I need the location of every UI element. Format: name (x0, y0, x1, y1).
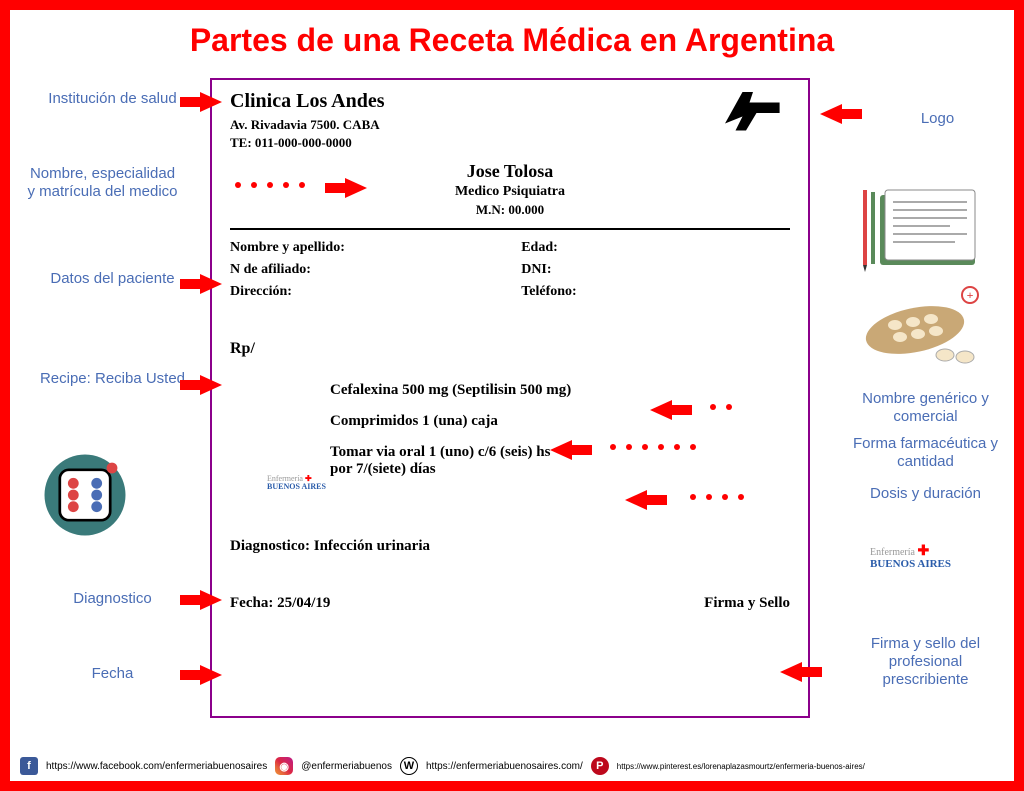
dots-dosis (690, 494, 744, 500)
blister-icon: + (855, 285, 985, 370)
instagram-icon[interactable]: ◉ (275, 757, 293, 775)
medication-form: Comprimidos 1 (una) caja (330, 413, 790, 430)
notebook-icon (855, 180, 985, 275)
label-generico: Nombre genérico y comercial (848, 390, 1003, 426)
wordpress-link[interactable]: https://enfermeriabuenosaires.com/ (426, 761, 583, 772)
pinterest-link[interactable]: https://www.pinterest.es/lorenaplazasmou… (617, 762, 865, 771)
arrow-generico (650, 400, 672, 420)
diagnosis: Diagnostico: Infección urinaria (230, 538, 790, 555)
patient-dni-label: DNI: (521, 262, 790, 278)
patient-name-label: Nombre y apellido: (230, 240, 499, 256)
dots-generico (710, 404, 732, 410)
arrow-diagnostico (200, 590, 222, 610)
footer: f https://www.facebook.com/enfermeriabue… (20, 757, 1004, 775)
patient-direccion-label: Dirección: (230, 284, 499, 300)
patient-afiliado-label: N de afiliado: (230, 262, 499, 278)
label-fecha: Fecha (35, 665, 190, 683)
label-recipe: Recipe: Reciba Usted (35, 370, 190, 388)
instagram-link[interactable]: @enfermeriabuenos (301, 761, 392, 772)
watermark-1: Enfermería ✚ BUENOS AIRES (267, 475, 326, 491)
facebook-link[interactable]: https://www.facebook.com/enfermeriabueno… (46, 761, 267, 772)
label-logo: Logo (860, 110, 1015, 128)
patient-telefono-label: Teléfono: (521, 284, 790, 300)
label-forma: Forma farmacéutica y cantidad (848, 435, 1003, 471)
clinic-tel: TE: 011-000-000-0000 (230, 135, 790, 151)
watermark-2: Enfermería ✚ BUENOS AIRES (870, 545, 951, 570)
arrow-dosis (625, 490, 647, 510)
arrow-recipe (200, 375, 222, 395)
arrow-fecha (200, 665, 222, 685)
pinterest-icon[interactable]: P (591, 757, 609, 775)
clinic-address: Av. Rivadavia 7500. CABA (230, 117, 790, 133)
logo-icon (718, 85, 788, 135)
dots-medico (235, 182, 305, 188)
label-dosis: Dosis y duración (848, 485, 1003, 503)
arrow-institucion (200, 92, 222, 112)
arrow-paciente (200, 274, 222, 294)
medication-name: Cefalexina 500 mg (Septilisin 500 mg) (330, 382, 790, 399)
dots-forma (610, 444, 696, 450)
prescription-box: Clinica Los Andes Av. Rivadavia 7500. CA… (210, 78, 810, 718)
arrow-firma (780, 662, 802, 682)
label-diagnostico: Diagnostico (35, 590, 190, 608)
svg-text:+: + (967, 288, 974, 302)
wordpress-icon[interactable]: W (400, 757, 418, 775)
arrow-medico (345, 178, 367, 198)
main-title: Partes de una Receta Médica en Argentina (10, 10, 1014, 67)
date-label: Fecha: 25/04/19 (230, 595, 330, 612)
signature-label: Firma y Sello (704, 595, 790, 612)
clinic-name: Clinica Los Andes (230, 90, 790, 113)
rp-label: Rp/ (230, 340, 790, 358)
label-paciente: Datos del paciente (35, 270, 190, 288)
doctor-license: M.N: 00.000 (230, 202, 790, 218)
divider (230, 228, 790, 230)
pills-icon (40, 450, 130, 540)
arrow-logo (820, 104, 842, 124)
facebook-icon[interactable]: f (20, 757, 38, 775)
doctor-specialty: Medico Psiquiatra (230, 184, 790, 200)
patient-age-label: Edad: (521, 240, 790, 256)
arrow-forma (550, 440, 572, 460)
label-medico: Nombre, especialidad y matrícula del med… (25, 165, 180, 201)
doctor-name: Jose Tolosa (230, 161, 790, 182)
label-institucion: Institución de salud (35, 90, 190, 108)
label-firma: Firma y sello del profesional prescribie… (848, 635, 1003, 689)
medication-dose2: por 7/(siete) días (330, 461, 790, 478)
